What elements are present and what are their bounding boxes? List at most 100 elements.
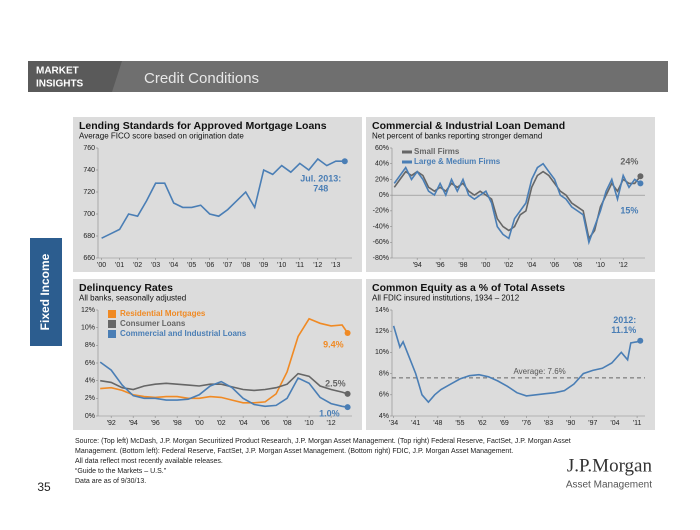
x-tick-label: '41 <box>411 420 420 427</box>
x-tick-label: '90 <box>566 420 575 427</box>
y-tick-label: 60% <box>375 145 389 152</box>
x-tick-label: '55 <box>455 420 464 427</box>
y-tick-label: 6% <box>85 360 95 367</box>
x-tick-label: '98 <box>458 262 467 269</box>
x-tick-label: '96 <box>436 262 445 269</box>
x-tick-label: '06 <box>550 262 559 269</box>
y-tick-label: 20% <box>375 176 389 183</box>
legend-swatch <box>108 320 116 328</box>
chart-subtitle: All banks, seasonally adjusted <box>79 294 186 303</box>
end-marker <box>344 390 351 397</box>
y-tick-label: 680 <box>83 233 95 240</box>
y-tick-label: -20% <box>373 208 389 215</box>
end-label: 2.5% <box>325 378 346 388</box>
legend-label: Residential Mortgages <box>120 309 206 318</box>
y-tick-label: 660 <box>83 255 95 262</box>
line <box>393 170 642 241</box>
end-marker <box>344 404 351 411</box>
source: Source: (Top left) McDash, J.P. Morgan S… <box>75 438 571 445</box>
y-tick-label: 760 <box>83 145 95 152</box>
y-tick-label: 40% <box>375 161 389 168</box>
x-tick-label: '09 <box>259 262 268 269</box>
y-tick-label: 0% <box>85 413 95 420</box>
x-tick-label: '13 <box>331 262 340 269</box>
y-tick-label: -40% <box>373 223 389 230</box>
side-tab-label: Fixed Income <box>38 253 52 330</box>
x-tick-label: '94 <box>129 420 138 427</box>
x-tick-label: '34 <box>389 420 398 427</box>
x-tick-label: '00 <box>97 262 106 269</box>
legend-swatch <box>108 330 116 338</box>
x-tick-label: '01 <box>115 262 124 269</box>
x-tick-label: '04 <box>610 420 619 427</box>
y-tick-label: 8% <box>85 342 95 349</box>
x-tick-label: '10 <box>277 262 286 269</box>
x-tick-label: '08 <box>283 420 292 427</box>
x-tick-label: '04 <box>169 262 178 269</box>
x-tick-label: '10 <box>305 420 314 427</box>
legend-swatch <box>402 150 412 154</box>
page-title: Credit Conditions <box>144 70 259 87</box>
chart-title: Delinquency Rates <box>79 282 173 294</box>
x-tick-label: '03 <box>151 262 160 269</box>
x-tick-label: '62 <box>478 420 487 427</box>
line <box>393 162 641 246</box>
line <box>101 157 345 239</box>
end-label: 11.1% <box>611 325 636 335</box>
x-tick-label: '48 <box>433 420 442 427</box>
x-tick-label: '04 <box>239 420 248 427</box>
value-label: 748 <box>313 184 328 194</box>
end-label: 1.0% <box>319 409 340 419</box>
chart-title: Lending Standards for Approved Mortgage … <box>79 120 327 132</box>
x-tick-label: '96 <box>151 420 160 427</box>
y-tick-label: 740 <box>83 167 95 174</box>
header-bar <box>28 61 668 92</box>
x-tick-label: '12 <box>327 420 336 427</box>
legend-swatch <box>108 310 116 318</box>
end-marker <box>341 158 348 165</box>
end-marker <box>637 180 644 187</box>
x-tick-label: '06 <box>205 262 214 269</box>
y-tick-label: 12% <box>81 307 95 314</box>
x-tick-label: '98 <box>173 420 182 427</box>
x-tick-label: '02 <box>217 420 226 427</box>
logo: J.P.Morgan <box>567 455 653 476</box>
x-tick-label: '92 <box>107 420 116 427</box>
legend-label: Large & Medium Firms <box>414 157 501 166</box>
header-brand-box <box>28 61 122 92</box>
end-marker <box>637 173 644 180</box>
y-tick-label: 720 <box>83 189 95 196</box>
x-tick-label: '11 <box>633 420 642 427</box>
end-label: 9.4% <box>323 339 344 349</box>
x-tick-label: '10 <box>596 262 605 269</box>
x-tick-label: '08 <box>241 262 250 269</box>
x-tick-label: '00 <box>481 262 490 269</box>
chart-subtitle: Net percent of banks reporting stronger … <box>372 132 542 141</box>
y-tick-label: 2% <box>85 395 95 402</box>
legend-label: Commercial and Industrial Loans <box>120 329 247 338</box>
annotation: Jul. 2013: <box>300 174 341 184</box>
x-tick-label: '94 <box>413 262 422 269</box>
line <box>100 317 349 404</box>
y-tick-label: 0% <box>379 192 389 199</box>
x-tick-label: '02 <box>133 262 142 269</box>
x-tick-label: '04 <box>527 262 536 269</box>
chart-subtitle: Average FICO score based on origination … <box>79 132 244 141</box>
source: “Guide to the Markets – U.S.” <box>75 468 167 475</box>
end-marker <box>637 337 644 344</box>
x-tick-label: '11 <box>295 262 304 269</box>
y-tick-label: 4% <box>379 413 389 420</box>
panel <box>366 279 655 430</box>
x-tick-label: '05 <box>187 262 196 269</box>
x-tick-label: '02 <box>504 262 513 269</box>
x-tick-label: '06 <box>261 420 270 427</box>
chart-title: Commercial & Industrial Loan Demand <box>372 120 565 132</box>
y-tick-label: 8% <box>379 370 389 377</box>
source: All data reflect most recently available… <box>75 458 223 465</box>
x-tick-label: '97 <box>588 420 597 427</box>
y-tick-label: 14% <box>375 307 389 314</box>
line <box>99 361 348 408</box>
y-tick-label: -60% <box>373 239 389 246</box>
